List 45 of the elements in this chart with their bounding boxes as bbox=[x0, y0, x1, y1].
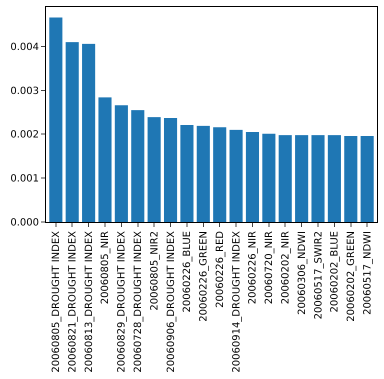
x-tick-label: 20060226_GREEN bbox=[198, 231, 210, 322]
y-tick-label: 0.000 bbox=[10, 218, 39, 228]
bar bbox=[278, 135, 292, 222]
bar bbox=[66, 42, 79, 222]
bar bbox=[164, 118, 178, 222]
y-tick-label: 0.002 bbox=[10, 130, 39, 141]
x-tick-label: 20060906_DROUGHT INDEX bbox=[166, 230, 177, 373]
x-tick-label: 20060517_NDWI bbox=[362, 231, 374, 315]
bar bbox=[49, 18, 62, 222]
bar bbox=[213, 127, 226, 222]
y-tick-label: 0.003 bbox=[10, 86, 39, 97]
x-tick-label: 20060829_DROUGHT INDEX bbox=[116, 230, 128, 373]
x-tick-label: 20060202_NIR bbox=[280, 230, 292, 304]
x-tick-label: 20060821_DROUGHT INDEX bbox=[67, 230, 78, 373]
bar bbox=[98, 97, 112, 222]
x-tick-label: 20060202_GREEN bbox=[346, 231, 358, 322]
bar bbox=[180, 125, 194, 222]
bar bbox=[344, 136, 358, 222]
bar bbox=[82, 44, 96, 222]
bar bbox=[230, 130, 243, 222]
x-tick-label: 20060226_BLUE bbox=[182, 231, 194, 312]
x-tick-label: 20060226_RED bbox=[214, 230, 226, 308]
x-tick-label: 20060226_NIR bbox=[248, 230, 259, 304]
bar bbox=[360, 136, 374, 222]
bar bbox=[311, 135, 325, 222]
x-tick-label: 20060306_NDWI bbox=[296, 231, 308, 315]
x-tick-label: 20060720_NIR bbox=[264, 230, 276, 304]
x-tick-label: 20060202_BLUE bbox=[330, 231, 341, 312]
y-tick-label: 0.004 bbox=[10, 42, 39, 53]
x-tick-label: 20060914_DROUGHT INDEX bbox=[231, 230, 242, 373]
y-tick-label: 0.001 bbox=[10, 174, 39, 185]
x-tick-label: 20060805_DROUGHT INDEX bbox=[51, 230, 62, 373]
bar bbox=[114, 105, 128, 222]
bar bbox=[246, 132, 260, 222]
x-tick-label: 20060805_NIR2 bbox=[149, 231, 160, 311]
bar bbox=[328, 135, 341, 222]
bar bbox=[148, 117, 161, 222]
bar bbox=[262, 134, 276, 222]
x-tick-label: 20060517_SWIR2 bbox=[313, 231, 324, 320]
bar bbox=[131, 110, 144, 222]
bar bbox=[295, 135, 308, 222]
bar bbox=[196, 126, 210, 222]
x-tick-label: 20060728_DROUGHT INDEX bbox=[133, 230, 144, 373]
x-tick-label: 20060813_DROUGHT INDEX bbox=[84, 230, 95, 373]
x-tick-label: 20060805_NIR bbox=[100, 230, 112, 304]
